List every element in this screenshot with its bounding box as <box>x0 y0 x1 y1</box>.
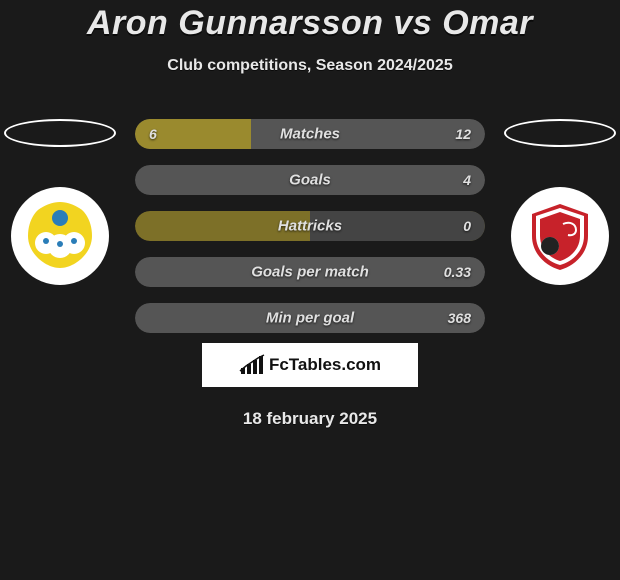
club-crest-icon <box>20 196 100 276</box>
stat-value-right: 4 <box>463 172 471 188</box>
stat-bar: Goals4 <box>135 165 485 195</box>
stat-value-right: 0.33 <box>444 264 471 280</box>
stat-value-right: 368 <box>448 310 471 326</box>
content-area: Matches612Goals4Hattricks0Goals per matc… <box>0 119 620 329</box>
stat-value-right: 0 <box>463 218 471 234</box>
branding-label: FcTables.com <box>269 355 381 375</box>
bars-chart-icon <box>239 354 265 376</box>
right-player-slot <box>504 119 616 147</box>
stat-bar: Goals per match0.33 <box>135 257 485 287</box>
left-player-slot <box>4 119 116 147</box>
comparison-card: Aron Gunnarsson vs Omar Club competition… <box>0 0 620 580</box>
stat-value-left: 6 <box>149 126 157 142</box>
branding-badge: FcTables.com <box>202 343 418 387</box>
right-club-badge <box>511 187 609 285</box>
left-player-column <box>0 119 120 319</box>
left-club-badge <box>11 187 109 285</box>
club-crest-icon <box>520 196 600 276</box>
stat-bar: Hattricks0 <box>135 211 485 241</box>
stat-value-right: 12 <box>455 126 471 142</box>
comparison-bars: Matches612Goals4Hattricks0Goals per matc… <box>135 119 485 333</box>
right-player-column <box>500 119 620 319</box>
page-subtitle: Club competitions, Season 2024/2025 <box>0 57 620 75</box>
stat-bar: Min per goal368 <box>135 303 485 333</box>
page-title: Aron Gunnarsson vs Omar <box>0 4 620 43</box>
stat-bar: Matches612 <box>135 119 485 149</box>
comparison-date: 18 february 2025 <box>0 409 620 429</box>
